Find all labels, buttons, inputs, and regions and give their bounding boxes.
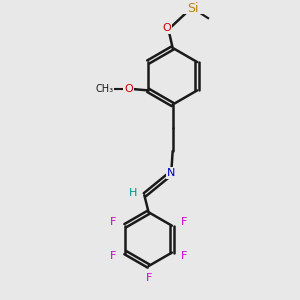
Text: F: F xyxy=(146,273,152,283)
Text: H: H xyxy=(129,188,137,198)
Text: F: F xyxy=(181,251,187,261)
Text: N: N xyxy=(167,168,176,178)
Text: Si: Si xyxy=(188,2,199,15)
Text: O: O xyxy=(124,84,133,94)
Text: CH₃: CH₃ xyxy=(95,84,114,94)
Text: F: F xyxy=(181,217,187,227)
Text: F: F xyxy=(110,217,117,227)
Text: F: F xyxy=(110,251,117,261)
Text: O: O xyxy=(163,23,171,33)
